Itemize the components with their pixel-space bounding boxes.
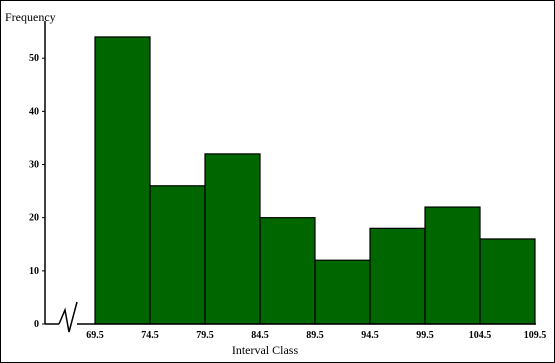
histogram-bar-6 <box>369 227 426 325</box>
x-tick-label: 94.5 <box>361 330 379 341</box>
histogram-bar-3 <box>204 153 261 325</box>
x-tick-label: 109.5 <box>524 330 547 341</box>
histogram-bar-8 <box>479 238 536 325</box>
y-tick-label: 30 <box>29 160 39 171</box>
histogram-bar-7 <box>424 206 481 325</box>
x-ticks-group: 69.5 74.5 79.5 84.5 89.5 94.5 99.5 104.5 109.5 <box>86 330 546 341</box>
axes-group <box>44 21 536 333</box>
bars-group <box>94 36 536 325</box>
x-tick-label: 104.5 <box>469 330 492 341</box>
axis-break-mark <box>58 301 78 333</box>
y-ticks-group: 0 10 20 30 40 50 <box>29 53 45 330</box>
histogram-bar-5 <box>314 259 371 325</box>
y-tick-label: 10 <box>29 266 39 277</box>
x-tick-label: 69.5 <box>86 330 104 341</box>
histogram-bar-4 <box>259 217 316 325</box>
x-tick-label: 79.5 <box>196 330 214 341</box>
x-axis-title: Interval Class <box>232 343 299 357</box>
x-tick-label: 89.5 <box>306 330 324 341</box>
y-tick-label: 50 <box>29 53 39 64</box>
histogram-bar-2 <box>149 185 206 325</box>
x-tick-label: 84.5 <box>251 330 269 341</box>
y-axis-title: Frequency <box>5 10 56 24</box>
y-tick-label: 40 <box>29 106 39 117</box>
y-tick-label: 20 <box>29 213 39 224</box>
histogram-bar-1 <box>94 36 151 325</box>
x-tick-label: 99.5 <box>416 330 434 341</box>
y-tick-label: 0 <box>34 319 39 330</box>
x-tick-label: 74.5 <box>141 330 159 341</box>
